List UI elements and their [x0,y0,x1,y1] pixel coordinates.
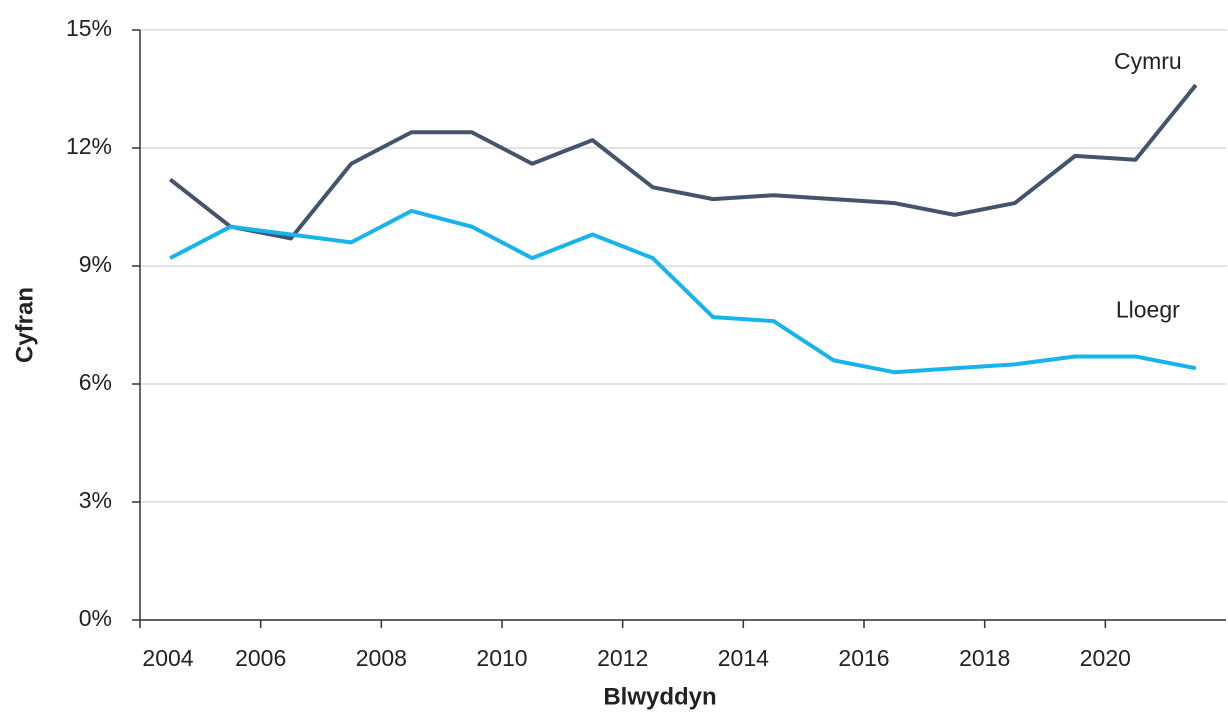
x-tick-label: 2012 [597,645,648,671]
x-tick-label: 2020 [1080,645,1131,671]
x-tick-label: 2008 [356,645,407,671]
x-tick-label: 2014 [718,645,769,671]
y-tick-label: 3% [79,487,112,513]
y-tick-label: 6% [79,369,112,395]
y-axis-title: Cyfran [11,287,38,363]
y-tick-label: 12% [66,133,112,159]
line-series [168,83,1198,241]
y-tick-label: 15% [66,15,112,41]
x-tick-label: 2006 [235,645,286,671]
x-tick-label: 2016 [838,645,889,671]
x-tick-label: 2004 [142,645,193,671]
x-axis-title: Blwyddyn [603,683,716,710]
series-label: Cymru [1114,48,1182,74]
line-series [169,208,1197,375]
y-tick-label: 0% [79,605,112,631]
x-tick-label: 2010 [476,645,527,671]
y-tick-label: 9% [79,251,112,277]
x-tick-label: 2018 [959,645,1010,671]
series-label: Lloegr [1116,296,1180,322]
